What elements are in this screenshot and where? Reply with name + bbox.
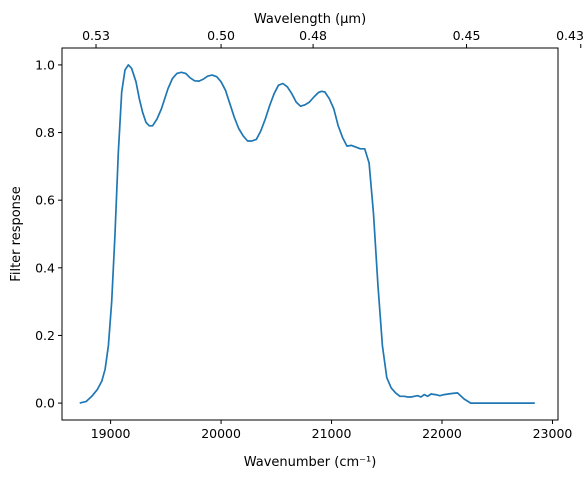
y-tick-label: 1.0 [35, 57, 55, 72]
top-x-tick-label: 0.50 [207, 28, 235, 43]
y-tick-label: 0.4 [35, 260, 55, 275]
plot-frame [61, 47, 559, 421]
top-x-tick-label: 0.53 [82, 28, 110, 43]
y-tick-label: 0.2 [35, 328, 55, 343]
y-axis-label: Filter response [9, 186, 24, 281]
y-tick-label: 0.0 [35, 396, 55, 411]
x-tick-label: 23000 [533, 426, 573, 441]
y-tick-label: 0.8 [35, 125, 55, 140]
ticks: 19000 20000 21000 22000 23000 0.0 0.2 0.4 0.6 0.8… [35, 28, 584, 441]
x-tick-label: 20000 [201, 426, 241, 441]
top-x-tick-label: 0.45 [453, 28, 481, 43]
x-tick-label: 19000 [91, 426, 131, 441]
top-x-tick-label: 0.48 [299, 28, 327, 43]
top-x-tick-label: 0.43 [556, 28, 584, 43]
y-tick-label: 0.6 [35, 193, 55, 208]
series-line [79, 64, 535, 404]
x-tick-label: 21000 [312, 426, 352, 441]
series-layer [79, 64, 535, 404]
x-tick-label: 22000 [422, 426, 462, 441]
top-x-axis-label: Wavelength (μm) [254, 12, 366, 27]
x-axis-label: Wavenumber (cm⁻¹) [244, 455, 377, 470]
